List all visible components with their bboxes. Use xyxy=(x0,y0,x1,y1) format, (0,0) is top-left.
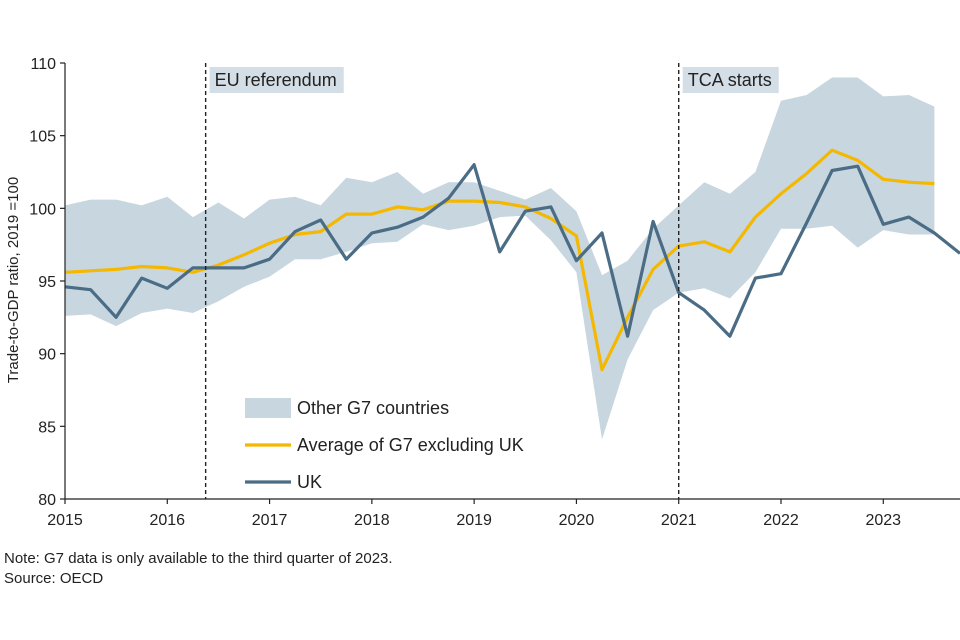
annotation-tca-starts-label: TCA starts xyxy=(688,70,772,90)
x-tick-label-2023: 2023 xyxy=(865,512,901,529)
y-tick-label-85: 85 xyxy=(38,419,56,436)
x-tick-label-2021: 2021 xyxy=(661,512,697,529)
annotation-eu-referendum-label: EU referendum xyxy=(215,70,337,90)
y-tick-label-95: 95 xyxy=(38,274,56,291)
annotation-tca-starts-box xyxy=(682,67,779,93)
annotation-box-layer xyxy=(209,67,779,93)
y-tick-label-105: 105 xyxy=(29,129,56,146)
legend-uk-label: UK xyxy=(297,472,322,492)
x-tick-label-2022: 2022 xyxy=(763,512,799,529)
legend-average-g7-label: Average of G7 excluding UK xyxy=(297,435,524,455)
footnote-source: Source: OECD xyxy=(4,570,104,587)
annotation-line-layer: EU referendum TCA starts xyxy=(204,63,772,499)
x-tick-label-2019: 2019 xyxy=(456,512,492,529)
y-tick-label-100: 100 xyxy=(29,201,56,218)
axis-layer: 80 85 90 95 100 105 110 2015 2016 2017 2018 2019 202… xyxy=(29,56,960,529)
y-axis-title: Trade-to-GDP ratio, 2019 =100 xyxy=(5,177,22,383)
footnote-note: Note: G7 data is only available to the t… xyxy=(4,550,393,567)
band-layer xyxy=(65,77,935,440)
band-other-g7 xyxy=(65,77,935,440)
legend-other-g7-label: Other G7 countries xyxy=(297,398,449,418)
line-layer xyxy=(64,148,960,372)
x-tick-label-2020: 2020 xyxy=(559,512,595,529)
y-tick-label-90: 90 xyxy=(38,347,56,364)
x-tick-label-2015: 2015 xyxy=(47,512,83,529)
series-uk-line xyxy=(64,163,960,338)
trade-to-gdp-chart: EU referendum TCA starts 80 85 90 95 100 105 11… xyxy=(5,56,960,529)
x-tick-label-2018: 2018 xyxy=(354,512,390,529)
annotation-eu-referendum-box xyxy=(209,67,344,93)
y-tick-label-110: 110 xyxy=(30,56,56,73)
x-tick-label-2016: 2016 xyxy=(149,512,185,529)
legend-other-g7-swatch xyxy=(245,398,291,418)
x-tick-label-2017: 2017 xyxy=(252,512,288,529)
legend: Other G7 countries Average of G7 excludin… xyxy=(245,398,524,492)
y-tick-label-80: 80 xyxy=(38,492,56,509)
